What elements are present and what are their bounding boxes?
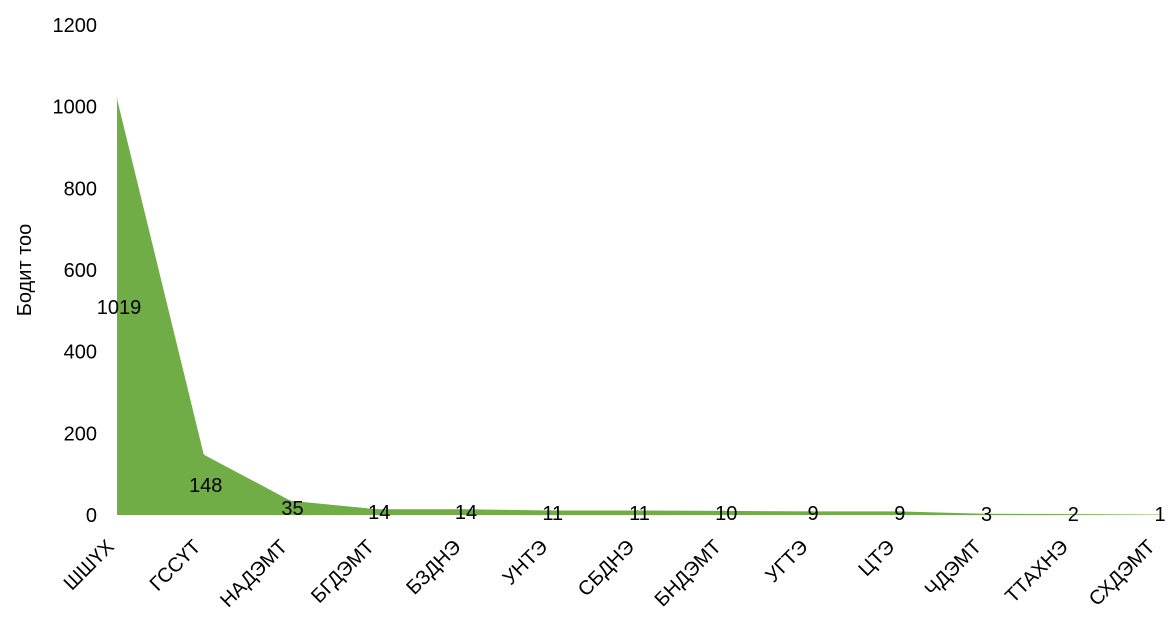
x-category-label: ЦТЭ bbox=[854, 536, 899, 581]
x-category-label: ШШҮХ bbox=[60, 536, 119, 595]
data-label: 11 bbox=[542, 503, 563, 525]
data-label: 3 bbox=[981, 504, 992, 526]
x-category-label: СБДНЭ bbox=[574, 536, 639, 601]
x-category-label: ТТАХНЭ bbox=[1001, 536, 1073, 608]
data-label: 9 bbox=[807, 503, 818, 525]
data-point bbox=[810, 510, 812, 512]
data-label: 1 bbox=[1154, 504, 1165, 526]
data-point bbox=[376, 508, 378, 510]
data-label: 10 bbox=[715, 503, 737, 525]
x-category-label: НАДЭМТ bbox=[216, 536, 292, 612]
x-category-label: ГССҮТ bbox=[146, 536, 206, 596]
data-label: 14 bbox=[455, 502, 477, 524]
data-point bbox=[897, 510, 899, 512]
y-tick-label: 600 bbox=[64, 260, 97, 282]
x-axis-labels: ШШҮХ ГССҮТ НАДЭМТ БГДЭМТ БЗДНЭ УНТЭ СБДНЭ БНДЭМ… bbox=[60, 536, 1160, 612]
x-category-label: УНТЭ bbox=[499, 536, 553, 590]
x-category-label: ЧДЭМТ bbox=[921, 536, 986, 601]
data-label: 11 bbox=[629, 503, 650, 525]
data-point bbox=[116, 98, 118, 100]
data-point bbox=[550, 510, 552, 512]
x-category-label: УГТЭ bbox=[762, 536, 813, 587]
plot-area bbox=[116, 98, 1159, 516]
y-tick-label: 1200 bbox=[53, 15, 98, 37]
y-axis-title: Бодит тоо bbox=[14, 224, 36, 317]
data-label: 148 bbox=[189, 475, 222, 497]
data-point bbox=[984, 513, 985, 515]
x-category-label: БНДЭМТ bbox=[651, 536, 726, 611]
y-tick-label: 0 bbox=[86, 505, 97, 527]
x-category-label: СХДЭМТ bbox=[1085, 536, 1160, 611]
y-tick-label: 1000 bbox=[53, 97, 98, 119]
y-axis-ticks: 0 200 400 600 800 1000 1200 bbox=[53, 15, 98, 527]
data-label: 35 bbox=[281, 498, 303, 520]
data-label: 9 bbox=[894, 503, 905, 525]
y-tick-label: 200 bbox=[64, 423, 97, 445]
data-labels: 1019 148 35 14 14 11 11 10 9 9 3 2 1 bbox=[97, 297, 1166, 526]
data-label: 14 bbox=[368, 502, 390, 524]
data-point bbox=[203, 454, 205, 456]
x-category-label: БЗДНЭ bbox=[402, 536, 465, 599]
data-label: 1019 bbox=[97, 297, 142, 319]
data-point bbox=[290, 500, 291, 502]
data-point bbox=[723, 510, 725, 512]
y-tick-label: 400 bbox=[64, 342, 97, 364]
data-point bbox=[1070, 513, 1072, 515]
data-point bbox=[637, 510, 638, 512]
data-label: 2 bbox=[1068, 504, 1079, 526]
data-point bbox=[463, 508, 465, 510]
data-point bbox=[1157, 514, 1159, 516]
x-category-label: БГДЭМТ bbox=[307, 536, 379, 608]
y-tick-label: 800 bbox=[64, 178, 97, 200]
area-series bbox=[117, 98, 1158, 516]
